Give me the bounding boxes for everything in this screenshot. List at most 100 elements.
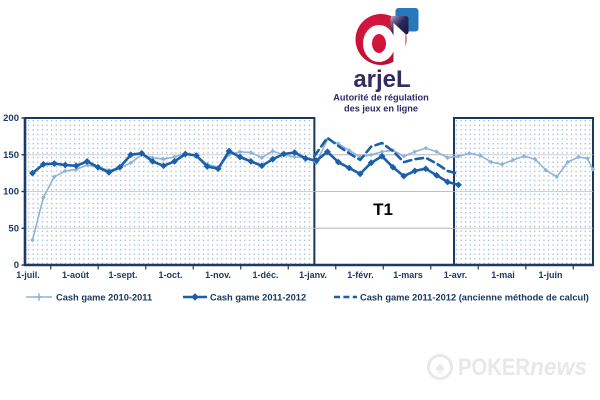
x-tick-label-2: 1-août [62,270,89,280]
series-line-1 [31,149,460,187]
marker-series-0 [565,159,571,165]
y-axis-labels: 0 50 100 150 200 [3,113,19,271]
pokernews-watermark: ♠ POKER news [427,354,587,381]
marker-series-0 [543,167,549,173]
x-axis-labels: 1-juil. 1-août 1-sept. 1-oct. 1-nov. 1-déc. 1-… [16,270,562,280]
marker-series-0 [590,167,596,172]
x-tick-label-9: 1-mars [393,270,423,280]
marker-series-1 [378,152,386,160]
x-tick-label-11: 1-mai [491,270,515,280]
y-tick-label-50: 50 [8,223,19,234]
marker-series-1 [411,167,419,175]
marker-series-0 [84,162,90,168]
marker-series-1 [83,157,91,165]
watermark-news-text: news [530,354,587,381]
marker-series-0 [248,150,254,155]
logo-caption-line1: Autorité de régulation [333,93,429,103]
x-tick-label-4: 1-oct. [158,270,182,280]
arjel-logo: arjeL Autorité de régulation des jeux en… [333,8,429,114]
legend-item-2010-2011: Cash game 2010-2011 [26,292,152,302]
marker-series-1 [50,160,58,167]
marker-series-0 [456,153,461,159]
marker-series-1 [181,150,189,158]
marker-series-1 [334,158,342,166]
marker-series-1 [29,169,36,177]
marker-series-0 [368,152,374,158]
marker-series-1 [291,149,299,156]
marker-series-1 [192,152,200,159]
marker-series-0 [73,167,79,172]
x-tick-label-12: 1-juin [539,270,563,280]
marker-series-1 [313,157,320,165]
x-tick-label-8: 1-févr. [347,270,374,280]
marker-series-1 [72,162,80,170]
legend-diamond-marker [191,293,199,301]
marker-series-0 [128,160,134,166]
legend-label-old-method: Cash game 2011-2012 (ancienne méthode de… [360,292,589,302]
marker-series-1 [61,161,69,169]
marker-series-1 [302,155,309,162]
annotation-t1: T1 [373,200,393,219]
marker-series-1 [367,159,375,167]
marker-series-0 [379,149,385,155]
marker-series-1 [444,178,451,186]
marker-series-0 [585,156,590,161]
marker-series-1 [269,155,277,163]
marker-series-0 [467,150,472,156]
marker-series-1 [171,157,178,165]
marker-series-1 [247,157,255,165]
legend-item-2011-2012: Cash game 2011-2012 [183,292,306,302]
marker-series-0 [172,154,177,160]
x-tick-label-10: 1-avr. [444,270,468,280]
marker-series-0 [161,156,166,162]
marker-series-0 [346,148,352,153]
marker-series-0 [62,168,68,174]
marker-series-0 [576,154,581,160]
series-line-2 [313,136,460,176]
logo-wordmark: arjeL [353,66,410,93]
marker-series-0 [554,174,560,180]
marker-series-0 [259,155,265,160]
marker-series-0 [41,195,46,200]
watermark-poker-text: POKER [458,354,530,381]
x-tick-label-1: 1-juil. [16,270,40,280]
marker-series-0 [292,154,297,160]
marker-series-0 [510,157,516,163]
x-tick-label-7: 1-janv. [299,270,327,280]
marker-series-1 [138,149,146,157]
legend-item-old-method: Cash game 2011-2012 (ancienne méthode de… [334,292,589,302]
marker-series-0 [412,149,418,155]
marker-series-1 [389,163,397,171]
legend-plus-marker [35,293,43,301]
watermark-circle [427,354,453,380]
marker-series-1 [127,151,135,159]
y-tick-label-100: 100 [3,187,19,198]
marker-series-1 [225,147,233,155]
marker-series-1 [280,150,288,158]
marker-series-0 [357,154,363,160]
marker-series-1 [324,148,331,156]
marker-series-1 [258,162,266,170]
legend: Cash game 2010-2011 Cash game 2011-2012 … [26,292,589,302]
marker-series-0 [270,148,276,154]
legend-label-2011-2012: Cash game 2011-2012 [210,292,306,302]
marker-series-0 [532,156,538,162]
y-tick-label-0: 0 [14,260,19,271]
x-tick-label-5: 1-nov. [205,270,231,280]
x-tick-label-6: 1-déc. [252,270,278,280]
axes [21,117,594,270]
series-lines [29,136,596,243]
marker-series-1 [345,164,353,172]
marker-series-1 [203,163,211,170]
marker-series-1 [116,163,124,171]
marker-series-0 [521,153,527,159]
marker-series-0 [52,174,57,180]
marker-series-0 [434,149,439,155]
marker-series-1 [400,172,408,180]
logo-letter-a [363,23,406,63]
marker-series-0 [336,141,341,147]
highlight-boxes [24,117,594,266]
marker-series-0 [401,153,407,159]
marker-series-1 [39,160,47,168]
